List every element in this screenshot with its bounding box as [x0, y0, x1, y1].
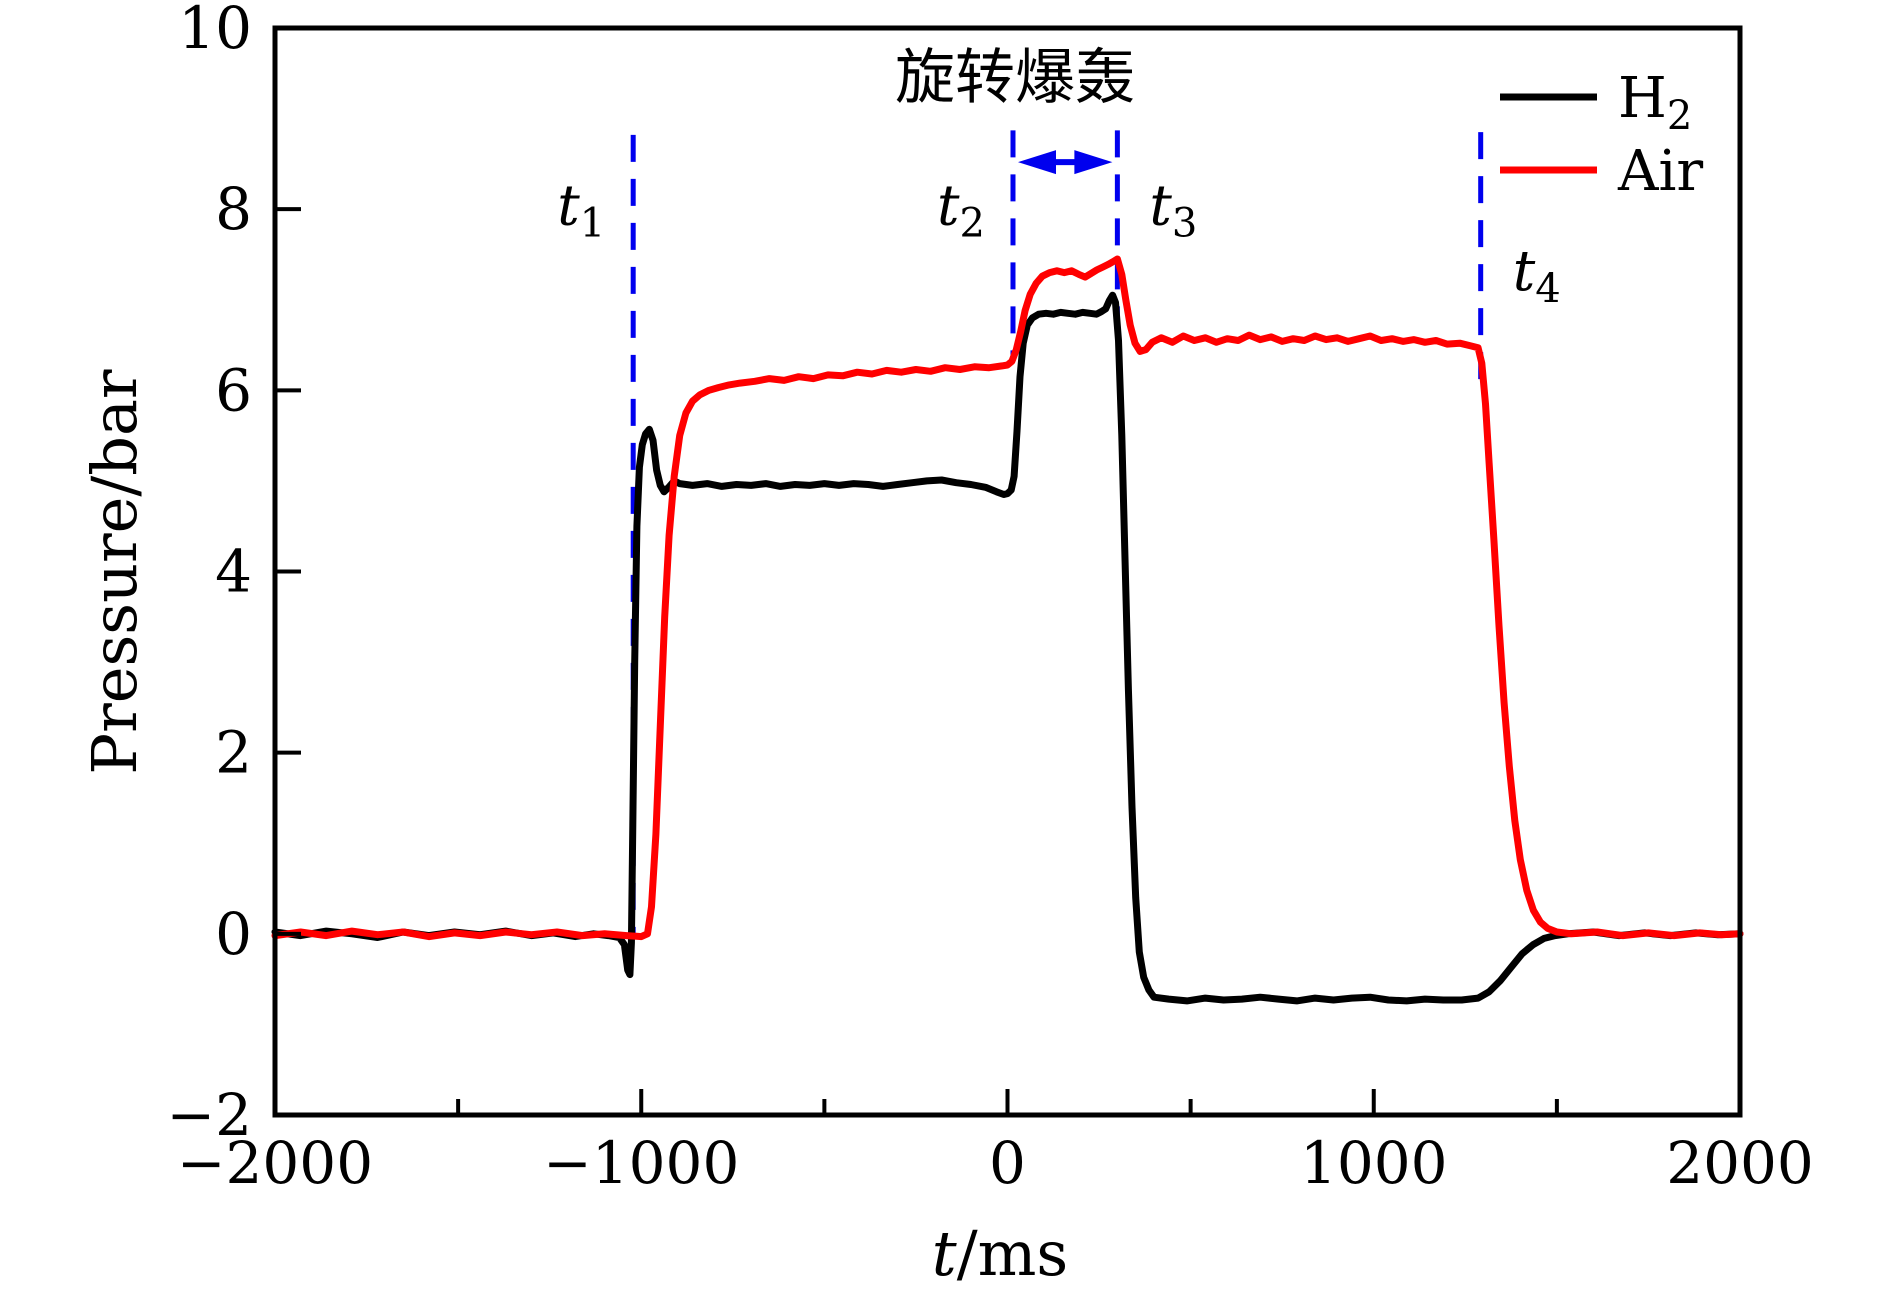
- x-tick-label: −2000: [177, 1129, 373, 1197]
- annotations-layer: t1 t2 t3 t4: [557, 150, 1561, 312]
- x-tick-label: −1000: [543, 1129, 739, 1197]
- tick-labels-layer: −2000 −1000 0 1000 2000 10 8 6 4 2 0 −2: [167, 0, 1814, 1197]
- series-layer: [271, 255, 1744, 1005]
- legend-air-label: Air: [1617, 139, 1703, 204]
- legend: H2 Air: [1500, 66, 1703, 204]
- event-label-t1: t1: [557, 174, 605, 247]
- y-tick-label: 4: [215, 538, 252, 606]
- air-curve: [271, 255, 1744, 941]
- chart-title: 旋转爆轰: [895, 43, 1135, 113]
- y-tick-label: 8: [215, 175, 252, 243]
- y-tick-label: 0: [215, 900, 252, 968]
- legend-h2-label: H2: [1618, 66, 1692, 139]
- arrow-head-right: [1074, 150, 1113, 175]
- event-label-t2: t2: [937, 174, 985, 247]
- y-tick-label: 10: [178, 0, 252, 62]
- y-tick-label: 6: [215, 356, 252, 424]
- detonation-span-arrow: [1017, 150, 1113, 175]
- event-lines-layer: [630, 130, 1484, 939]
- x-tick-label: 0: [989, 1129, 1026, 1197]
- x-tick-label: 1000: [1300, 1129, 1448, 1197]
- h2-curve: [271, 291, 1744, 1005]
- axes-frame-layer: [272, 25, 1743, 1118]
- y-tick-label: −2: [167, 1081, 253, 1149]
- arrow-head-left: [1017, 150, 1056, 175]
- y-tick-label: 2: [215, 719, 252, 787]
- event-label-t3: t3: [1149, 174, 1197, 247]
- x-tick-label: 2000: [1666, 1129, 1814, 1197]
- x-axis-label: t/ms: [932, 1217, 1068, 1290]
- event-label-t4: t4: [1513, 239, 1561, 312]
- y-axis-label: Pressure/bar: [78, 369, 151, 774]
